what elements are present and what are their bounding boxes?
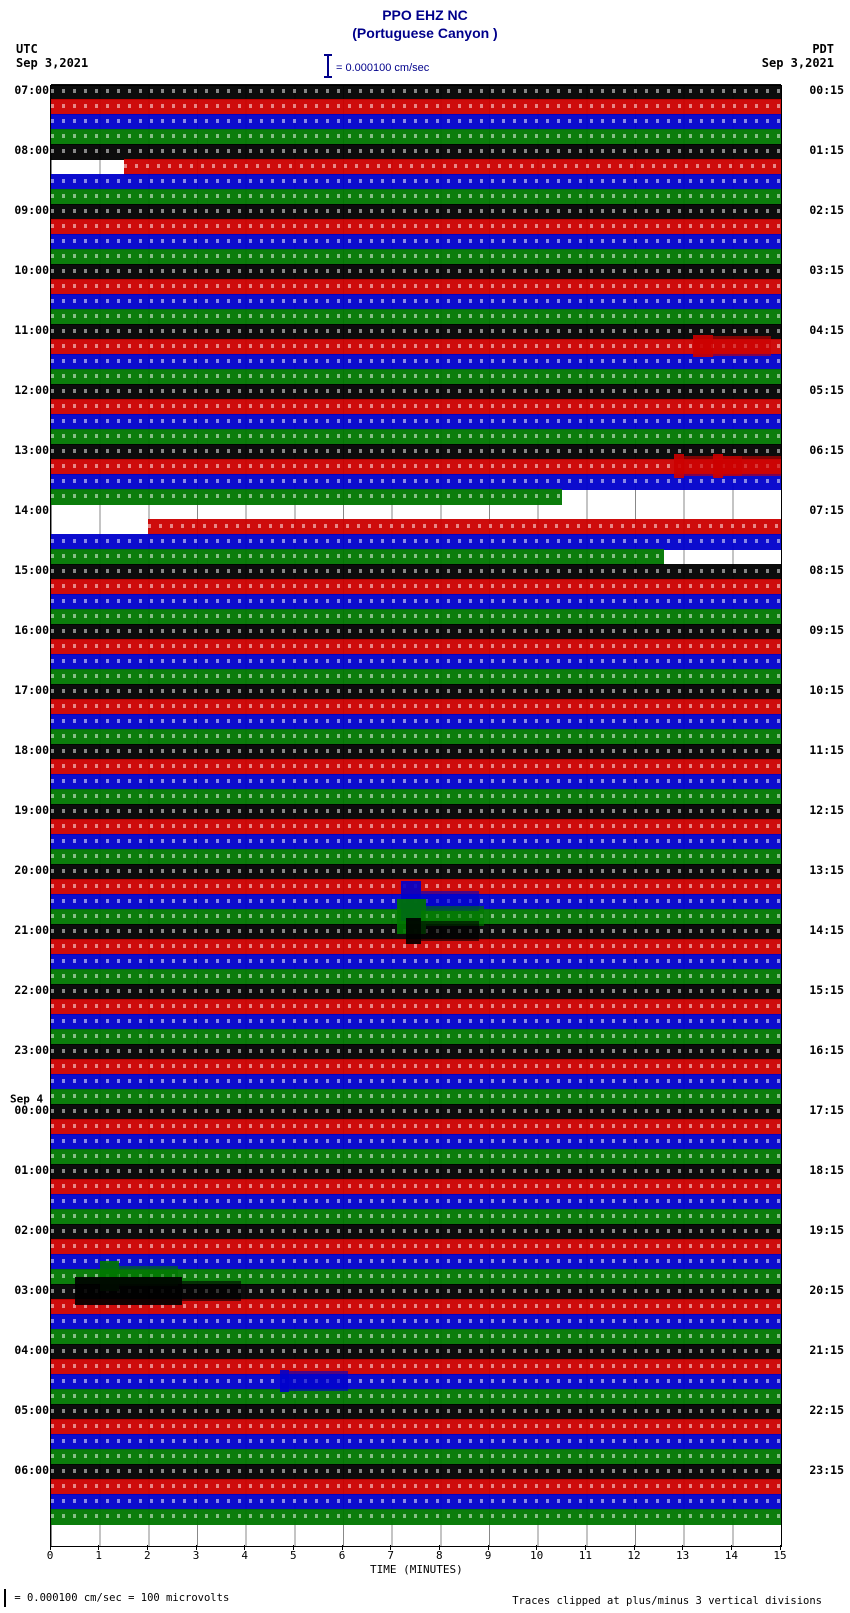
- footer-scale-bar-icon: = 0.000100 cm/sec = 100 microvolts: [4, 1589, 229, 1607]
- xaxis-tick: 12: [627, 1549, 640, 1562]
- pdt-time-label: 15:15: [809, 983, 844, 997]
- utc-time-label: 09:00: [6, 203, 49, 217]
- tz-utc-label: UTC: [16, 42, 38, 56]
- utc-time-label: 04:00: [6, 1343, 49, 1357]
- xaxis-tick: 1: [95, 1549, 102, 1562]
- utc-time-label: 19:00: [6, 803, 49, 817]
- utc-time-label: 22:00: [6, 983, 49, 997]
- utc-time-label: 12:00: [6, 383, 49, 397]
- utc-time-label: 01:00: [6, 1163, 49, 1177]
- footer-clip-note: Traces clipped at plus/minus 3 vertical …: [512, 1595, 822, 1607]
- pdt-time-label: 10:15: [809, 683, 844, 697]
- xaxis-tick: 8: [436, 1549, 443, 1562]
- xaxis-tick: 7: [387, 1549, 394, 1562]
- pdt-time-label: 22:15: [809, 1403, 844, 1417]
- utc-time-label: 05:00: [6, 1403, 49, 1417]
- pdt-time-label: 01:15: [809, 143, 844, 157]
- scale-bar-icon: [327, 54, 329, 78]
- utc-time-label: 18:00: [6, 743, 49, 757]
- utc-time-label: 13:00: [6, 443, 49, 457]
- date-left: Sep 3,2021: [16, 56, 88, 70]
- helicorder-plot: [50, 85, 782, 1547]
- xaxis-tick: 10: [530, 1549, 543, 1562]
- scale-text: = 0.000100 cm/sec: [336, 62, 429, 74]
- xaxis-tick: 11: [579, 1549, 592, 1562]
- seismic-event: [406, 918, 421, 944]
- pdt-time-label: 04:15: [809, 323, 844, 337]
- utc-time-label: 07:00: [6, 83, 49, 97]
- pdt-time-label: 23:15: [809, 1463, 844, 1477]
- pdt-time-label: 20:15: [809, 1283, 844, 1297]
- pdt-time-label: 13:15: [809, 863, 844, 877]
- xaxis-tick: 0: [47, 1549, 54, 1562]
- xaxis-tick: 3: [193, 1549, 200, 1562]
- tz-pdt-label: PDT: [812, 42, 834, 56]
- seismic-event: [713, 454, 723, 478]
- utc-time-label: 03:00: [6, 1283, 49, 1297]
- station-title: PPO EHZ NC: [0, 6, 850, 24]
- utc-time-label: 15:00: [6, 563, 49, 577]
- pdt-time-label: 18:15: [809, 1163, 844, 1177]
- xaxis-title: TIME (MINUTES): [370, 1563, 463, 1576]
- xaxis-tick: 15: [773, 1549, 786, 1562]
- date-break-label: Sep 4: [10, 1093, 43, 1106]
- utc-time-label: 23:00: [6, 1043, 49, 1057]
- pdt-time-label: 19:15: [809, 1223, 844, 1237]
- seismic-event: [674, 454, 684, 478]
- seismic-event: [693, 335, 712, 357]
- utc-time-label: 21:00: [6, 923, 49, 937]
- utc-time-label: 02:00: [6, 1223, 49, 1237]
- xaxis-tick: 5: [290, 1549, 297, 1562]
- pdt-time-label: 21:15: [809, 1343, 844, 1357]
- pdt-time-label: 06:15: [809, 443, 844, 457]
- xaxis-tick: 4: [241, 1549, 248, 1562]
- pdt-time-label: 07:15: [809, 503, 844, 517]
- utc-time-label: 11:00: [6, 323, 49, 337]
- seismic-event: [75, 1277, 182, 1305]
- xaxis-tick: 13: [676, 1549, 689, 1562]
- pdt-time-label: 11:15: [809, 743, 844, 757]
- xaxis-tick: 14: [725, 1549, 738, 1562]
- xaxis-tick: 9: [485, 1549, 492, 1562]
- xaxis-tick: 6: [339, 1549, 346, 1562]
- pdt-time-label: 17:15: [809, 1103, 844, 1117]
- utc-time-label: 10:00: [6, 263, 49, 277]
- pdt-time-label: 08:15: [809, 563, 844, 577]
- pdt-time-label: 00:15: [809, 83, 844, 97]
- seismic-event: [280, 1370, 290, 1392]
- pdt-time-label: 05:15: [809, 383, 844, 397]
- date-right: Sep 3,2021: [762, 56, 834, 70]
- utc-time-label: 17:00: [6, 683, 49, 697]
- station-subtitle: (Portuguese Canyon ): [0, 24, 850, 42]
- utc-time-label: 20:00: [6, 863, 49, 877]
- pdt-time-label: 03:15: [809, 263, 844, 277]
- utc-time-label: 06:00: [6, 1463, 49, 1477]
- utc-time-label: 16:00: [6, 623, 49, 637]
- pdt-time-label: 02:15: [809, 203, 844, 217]
- utc-time-label: 08:00: [6, 143, 49, 157]
- pdt-time-label: 16:15: [809, 1043, 844, 1057]
- pdt-time-label: 09:15: [809, 623, 844, 637]
- xaxis-tick: 2: [144, 1549, 151, 1562]
- pdt-time-label: 14:15: [809, 923, 844, 937]
- pdt-time-label: 12:15: [809, 803, 844, 817]
- utc-time-label: 14:00: [6, 503, 49, 517]
